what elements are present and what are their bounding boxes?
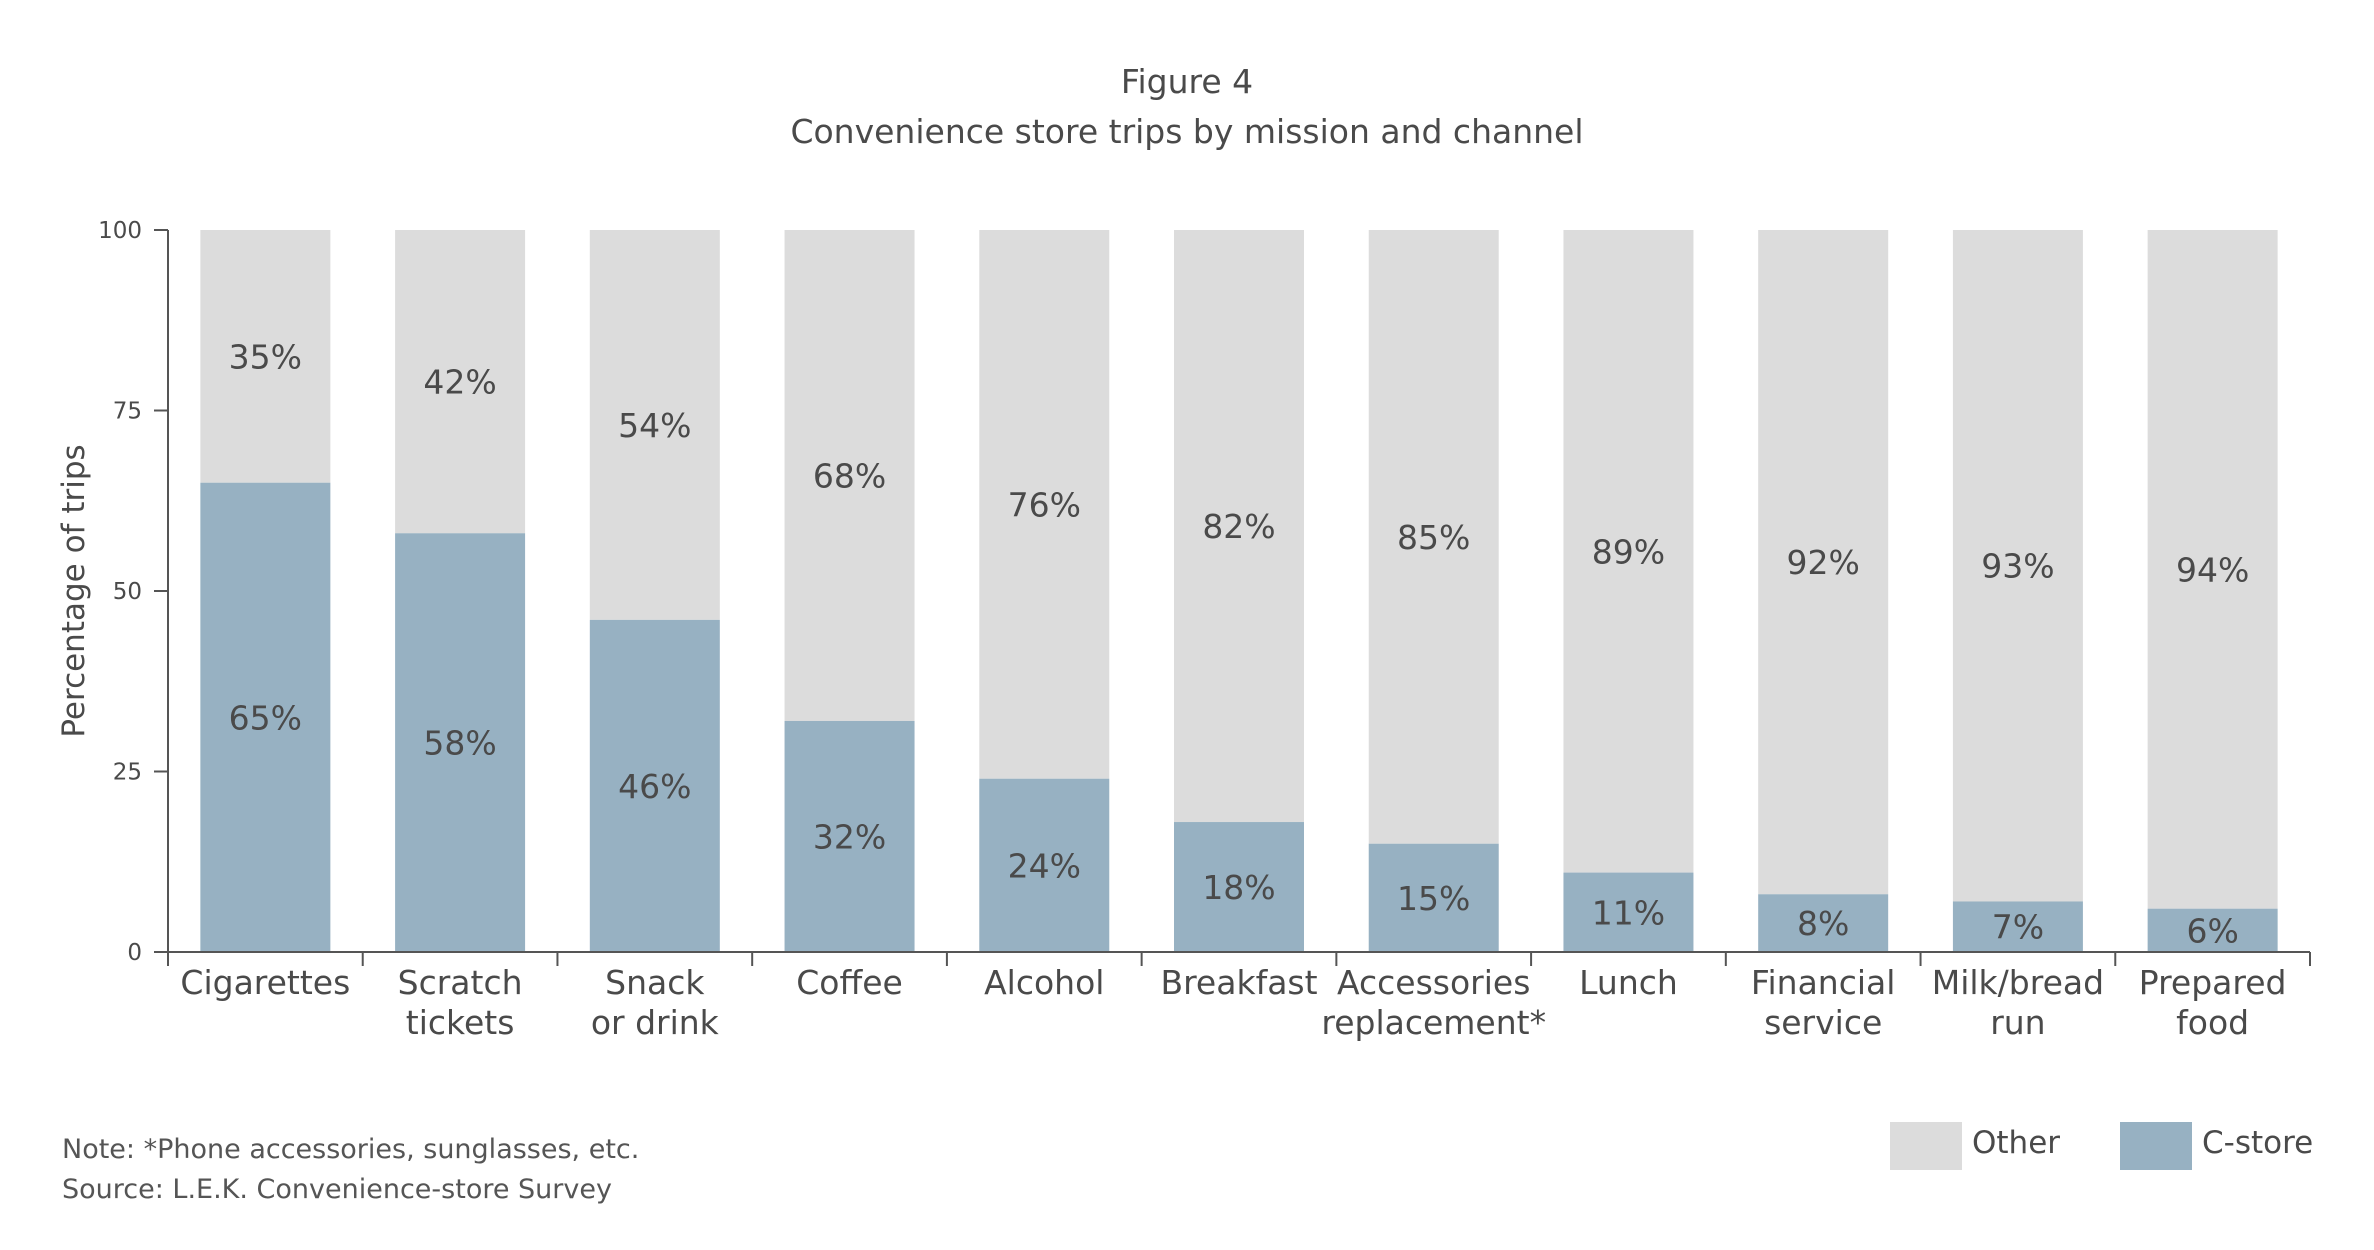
data-label-cstore-4: 24% xyxy=(1008,846,1081,885)
data-label-other-3: 68% xyxy=(813,456,886,495)
legend-label-other: Other xyxy=(1972,1125,2061,1161)
y-tick-label-4: 100 xyxy=(98,218,142,244)
data-label-other-2: 54% xyxy=(618,406,691,445)
legend-swatch-other xyxy=(1890,1122,1962,1170)
bar-other-7 xyxy=(1563,230,1694,873)
bar-other-9 xyxy=(1952,230,2083,902)
x-tick-label-8-line-0: Financial xyxy=(1751,963,1896,1002)
data-label-cstore-1: 58% xyxy=(423,724,496,763)
x-tick-label-2-line-1: or drink xyxy=(591,1003,720,1042)
source-line: Source: L.E.K. Convenience-store Survey xyxy=(62,1174,612,1205)
bar-cstore-7 xyxy=(1563,872,1694,952)
data-label-cstore-10: 6% xyxy=(2186,911,2238,950)
bar-cstore-3 xyxy=(784,720,915,952)
x-tick-label-10-line-0: Prepared xyxy=(2139,963,2287,1002)
data-label-other-8: 92% xyxy=(1787,543,1860,582)
data-label-cstore-9: 7% xyxy=(1992,908,2044,947)
bar-cstore-1 xyxy=(395,533,526,952)
x-tick-label-1-line-1: tickets xyxy=(406,1003,515,1042)
footnote: Note: *Phone accessories, sunglasses, et… xyxy=(62,1134,640,1165)
figure-label: Figure 4 xyxy=(1120,62,1254,101)
y-tick-label-1: 25 xyxy=(113,760,142,786)
bar-cstore-2 xyxy=(589,619,720,952)
bar-other-0 xyxy=(200,230,331,483)
x-tick-label-5: Breakfast xyxy=(1160,963,1317,1002)
x-tick-label-6-line-1: replacement* xyxy=(1321,1003,1546,1042)
bar-other-6 xyxy=(1368,230,1499,844)
data-label-cstore-0: 65% xyxy=(229,698,302,737)
bar-cstore-4 xyxy=(979,778,1110,952)
bar-other-4 xyxy=(979,230,1110,779)
data-label-other-10: 94% xyxy=(2176,550,2249,589)
y-axis-title: Percentage of trips xyxy=(56,444,92,737)
chart-header: Figure 4 Convenience store trips by miss… xyxy=(0,58,2374,156)
x-tick-label-3: Coffee xyxy=(796,963,903,1002)
data-label-other-6: 85% xyxy=(1397,518,1470,557)
bar-other-8 xyxy=(1758,230,1889,895)
legend: Other C-store xyxy=(1890,1116,2330,1172)
bar-cstore-0 xyxy=(200,482,331,952)
bar-cstore-10 xyxy=(2147,908,2278,952)
data-label-other-9: 93% xyxy=(1981,547,2054,586)
legend-swatch-cstore xyxy=(2120,1122,2192,1170)
data-label-cstore-6: 15% xyxy=(1397,879,1470,918)
x-tick-label-10-line-1: food xyxy=(2176,1003,2249,1042)
data-label-cstore-2: 46% xyxy=(618,767,691,806)
y-tick-label-0: 0 xyxy=(127,940,142,966)
x-tick-label-4: Alcohol xyxy=(984,963,1104,1002)
data-label-other-7: 89% xyxy=(1592,532,1665,571)
bar-cstore-8 xyxy=(1758,894,1889,952)
legend-label-cstore: C-store xyxy=(2202,1125,2314,1161)
data-label-other-0: 35% xyxy=(229,337,302,376)
data-label-other-5: 82% xyxy=(1202,507,1275,546)
y-tick-label-3: 75 xyxy=(113,399,142,425)
x-tick-label-7: Lunch xyxy=(1579,963,1678,1002)
y-tick-label-2: 50 xyxy=(113,579,142,605)
data-label-cstore-7: 11% xyxy=(1592,893,1665,932)
data-label-other-4: 76% xyxy=(1008,485,1081,524)
chart-notes: Note: *Phone accessories, sunglasses, et… xyxy=(62,1130,639,1210)
data-label-cstore-5: 18% xyxy=(1202,868,1275,907)
data-label-cstore-3: 32% xyxy=(813,817,886,856)
x-tick-label-9-line-0: Milk/bread xyxy=(1932,963,2104,1002)
x-tick-label-6-line-0: Accessories xyxy=(1337,963,1530,1002)
chart-title: Convenience store trips by mission and c… xyxy=(790,112,1584,151)
x-tick-label-8-line-1: service xyxy=(1764,1003,1882,1042)
x-tick-label-0: Cigarettes xyxy=(180,963,350,1002)
data-label-cstore-8: 8% xyxy=(1797,904,1849,943)
bar-other-2 xyxy=(589,230,720,620)
bar-other-10 xyxy=(2147,230,2278,909)
bar-other-3 xyxy=(784,230,915,721)
x-tick-label-9-line-1: run xyxy=(1990,1003,2045,1042)
bar-cstore-5 xyxy=(1174,822,1304,952)
x-tick-label-2-line-0: Snack xyxy=(605,963,705,1002)
bar-cstore-9 xyxy=(1952,901,2083,952)
bar-cstore-6 xyxy=(1368,843,1499,952)
bar-other-5 xyxy=(1174,230,1304,823)
x-tick-label-1-line-0: Scratch xyxy=(398,963,523,1002)
data-label-other-1: 42% xyxy=(423,363,496,402)
bar-other-1 xyxy=(395,230,526,534)
